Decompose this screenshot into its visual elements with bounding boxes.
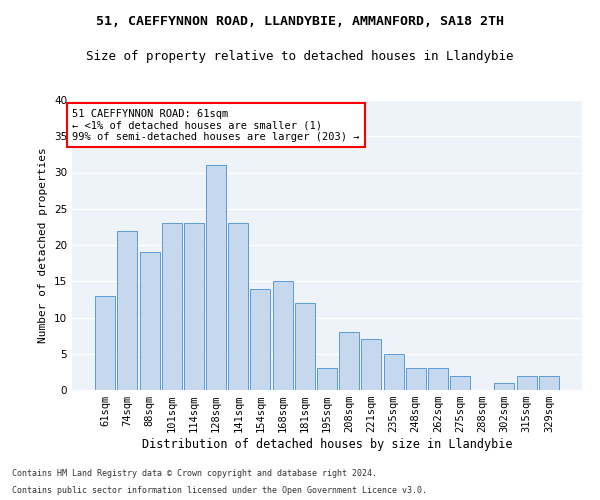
Bar	[494, 383, 514, 390]
Bar	[383, 354, 404, 390]
Bar	[539, 376, 559, 390]
Bar	[406, 368, 426, 390]
X-axis label: Distribution of detached houses by size in Llandybie: Distribution of detached houses by size …	[142, 438, 512, 451]
Bar	[272, 281, 293, 390]
Bar	[118, 230, 137, 390]
Text: 51, CAEFFYNNON ROAD, LLANDYBIE, AMMANFORD, SA18 2TH: 51, CAEFFYNNON ROAD, LLANDYBIE, AMMANFOR…	[96, 15, 504, 28]
Bar	[317, 368, 337, 390]
Bar	[517, 376, 536, 390]
Text: Contains HM Land Registry data © Crown copyright and database right 2024.: Contains HM Land Registry data © Crown c…	[12, 468, 377, 477]
Bar	[295, 303, 315, 390]
Bar	[361, 339, 382, 390]
Y-axis label: Number of detached properties: Number of detached properties	[38, 147, 49, 343]
Text: Size of property relative to detached houses in Llandybie: Size of property relative to detached ho…	[86, 50, 514, 63]
Bar	[184, 223, 204, 390]
Text: Contains public sector information licensed under the Open Government Licence v3: Contains public sector information licen…	[12, 486, 427, 495]
Bar	[206, 165, 226, 390]
Text: 51 CAEFFYNNON ROAD: 61sqm
← <1% of detached houses are smaller (1)
99% of semi-d: 51 CAEFFYNNON ROAD: 61sqm ← <1% of detac…	[72, 108, 359, 142]
Bar	[95, 296, 115, 390]
Bar	[250, 288, 271, 390]
Bar	[450, 376, 470, 390]
Bar	[140, 252, 160, 390]
Bar	[428, 368, 448, 390]
Bar	[228, 223, 248, 390]
Bar	[339, 332, 359, 390]
Bar	[162, 223, 182, 390]
